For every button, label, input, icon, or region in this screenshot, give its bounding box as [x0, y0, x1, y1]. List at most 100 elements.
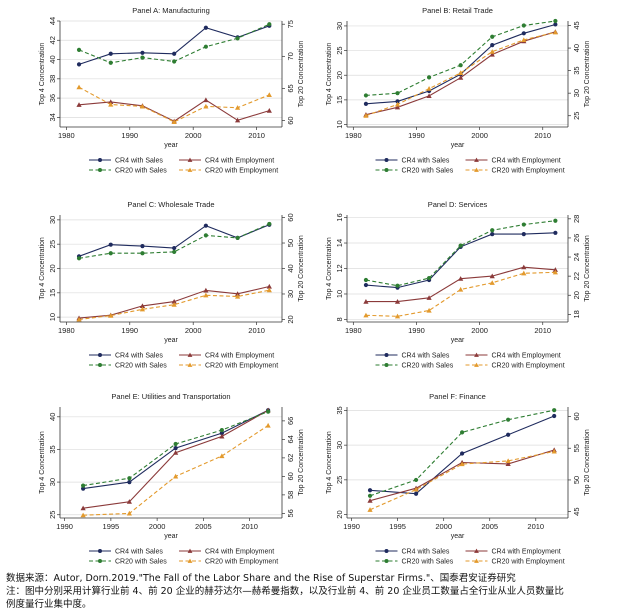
data-point [140, 244, 145, 249]
data-point [219, 428, 224, 433]
data-point [76, 84, 82, 90]
y-left-tick-label: 20 [335, 71, 344, 79]
legend-label: CR4 with Employment [205, 353, 274, 360]
x-tick-label: 2000 [149, 522, 166, 531]
y-left-tick-label: 40 [48, 55, 57, 63]
legend-marker [474, 548, 479, 553]
panel-title: Panel A: Manufacturing [132, 6, 210, 15]
x-tick-label: 1990 [343, 522, 360, 531]
y-left-tick-label: 35 [48, 445, 57, 453]
y-right-tick-label: 70 [286, 52, 295, 60]
panel-title: Panel D: Services [428, 200, 488, 209]
data-point [266, 287, 272, 293]
data-point [108, 313, 114, 318]
x-tick-label: 2010 [534, 326, 551, 335]
series-line [369, 409, 555, 497]
legend-marker [384, 549, 389, 553]
legend-marker [474, 157, 479, 162]
data-point [426, 307, 432, 313]
data-point [489, 280, 495, 285]
y-left-tick-label: 30 [48, 478, 57, 486]
y-left-tick-label: 25 [335, 476, 344, 484]
x-tick-label: 2005 [481, 522, 498, 531]
legend-label: CR20 with Employment [492, 363, 565, 370]
legend-label: CR4 with Sales [402, 549, 450, 556]
y-right-tick-label: 55 [572, 444, 581, 452]
y-left-tick-label: 20 [48, 264, 57, 272]
data-point [367, 493, 373, 498]
x-axis-label: year [451, 142, 465, 149]
x-tick-label: 2010 [534, 131, 551, 140]
y-left-tick-label: 15 [48, 289, 57, 297]
data-point [459, 461, 465, 467]
series-line [365, 266, 556, 303]
y-left-tick-label: 25 [48, 511, 57, 519]
legend-marker [98, 559, 102, 563]
y-right-tick-label: 50 [286, 239, 295, 247]
x-axis-label: year [164, 533, 178, 540]
legend-label: CR4 with Employment [205, 549, 274, 556]
data-point [173, 441, 178, 447]
data-point [171, 119, 177, 124]
data-point [395, 99, 400, 104]
data-point [108, 101, 114, 107]
y-right-tick-label: 30 [572, 89, 581, 97]
y-left-tick-label: 44 [48, 17, 57, 25]
legend-label: CR4 with Sales [115, 353, 163, 360]
y-left-tick-label: 34 [48, 113, 57, 121]
series-line [78, 23, 270, 64]
x-tick-label: 2005 [195, 522, 212, 531]
legend-marker [98, 353, 102, 357]
data-point [552, 408, 557, 413]
y-right-axis-label: Top 20 Concentration [584, 429, 591, 496]
data-point [460, 430, 465, 435]
y-left-tick-label: 30 [335, 22, 344, 30]
y-right-axis-label: Top 20 Concentration [584, 235, 591, 302]
explanation-note-line-1: 注：图中分别采用计算行业前 4、前 20 企业的赫芬达尔—赫希曼指数，以及行业前… [6, 586, 564, 597]
data-point [108, 51, 113, 56]
legend-label: CR20 with Sales [115, 559, 167, 566]
data-point [126, 499, 132, 504]
data-point [172, 245, 177, 251]
data-point [489, 51, 495, 57]
data-point [413, 491, 419, 496]
legend-label: CR20 with Sales [402, 168, 454, 175]
y-right-tick-label: 22 [572, 272, 581, 280]
y-right-tick-label: 65 [286, 84, 295, 92]
y-left-tick-label: 30 [48, 216, 57, 224]
data-point [394, 313, 401, 319]
legend-label: CR20 with Employment [205, 168, 278, 175]
legend-marker [187, 352, 193, 357]
x-tick-label: 1990 [408, 131, 425, 140]
x-tick-label: 1990 [408, 326, 425, 335]
y-right-tick-label: 62 [286, 454, 295, 462]
y-left-tick-label: 36 [48, 94, 57, 102]
y-right-tick-label: 60 [286, 472, 295, 480]
legend: CR4 with Sales CR4 with Employment CR20 wi… [375, 353, 565, 370]
data-point [139, 103, 146, 109]
data-point [489, 273, 495, 279]
data-point [108, 60, 113, 65]
y-left-tick-label: 8 [335, 317, 344, 321]
data-point [266, 92, 272, 97]
x-tick-label: 2000 [185, 326, 202, 335]
y-left-tick-label: 30 [335, 441, 344, 449]
data-point [521, 23, 526, 28]
legend: CR4 with Sales CR4 with Employment CR20 wi… [89, 158, 278, 175]
x-tick-label: 1980 [345, 131, 362, 140]
data-point [426, 295, 432, 300]
panel-3: Panel C: Wholesale Trade 10 15 20 25 30 20 30 40… [39, 200, 305, 370]
data-point [395, 91, 400, 96]
y-right-tick-label: 18 [572, 310, 581, 318]
data-point [551, 448, 557, 454]
data-point [139, 306, 146, 312]
y-right-tick-label: 24 [572, 253, 581, 261]
source-note: 数据来源：Autor, Dorn.2019."The Fall of the L… [6, 573, 516, 584]
legend-label: CR4 with Employment [492, 549, 561, 556]
data-point [235, 291, 241, 296]
data-point [553, 22, 558, 27]
data-point [203, 292, 209, 298]
y-left-tick-label: 20 [335, 510, 344, 518]
data-point [490, 43, 495, 48]
y-left-tick-label: 15 [335, 96, 344, 104]
